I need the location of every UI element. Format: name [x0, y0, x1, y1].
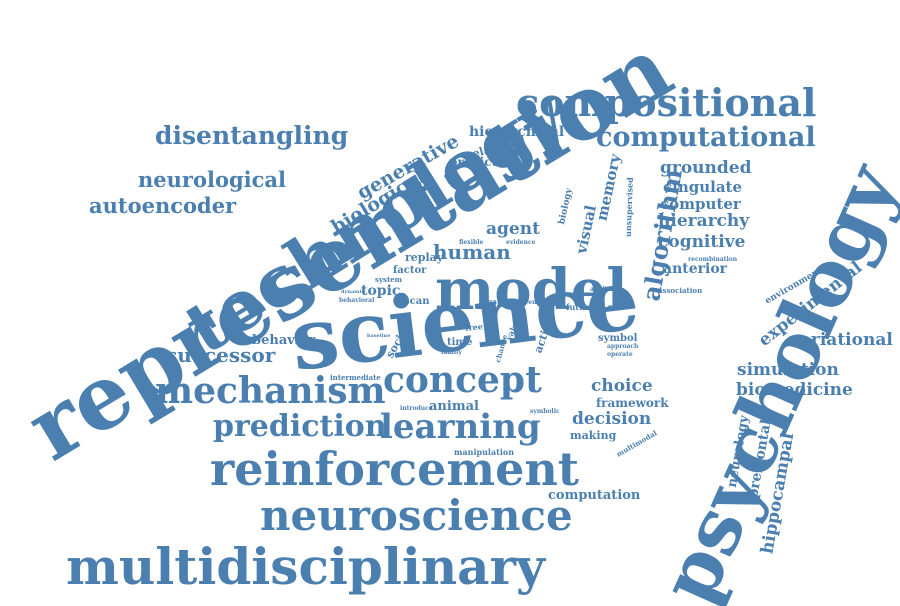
word-multidisciplinary: multidisciplinary [66, 537, 545, 596]
word-reinforcement: reinforcement [210, 442, 580, 496]
word-computation: computation [548, 488, 641, 503]
word-grounded: grounded [660, 158, 752, 178]
word-decision: decision [572, 409, 652, 429]
word-recombination: recombination [688, 256, 738, 263]
word-behavioral: behavioral [339, 297, 375, 304]
word-successor: successor [166, 343, 276, 367]
word-scan: scan [404, 296, 430, 307]
word-behavior: behavior [252, 333, 316, 348]
word-biology: biology [557, 187, 575, 226]
word-concept: concept [383, 359, 542, 401]
word-agent: agent [486, 219, 540, 239]
word-visual: visual [572, 203, 601, 256]
word-replay: replay [405, 251, 444, 264]
word-unsupervised: unsupervised [622, 176, 635, 238]
word-hierarchy: hierarchy [658, 211, 750, 231]
word-future: future [566, 302, 595, 312]
word-baseline: baseline [367, 333, 391, 339]
word-family: family [441, 349, 462, 356]
word-evidence: evidence [506, 239, 536, 246]
word-model: model [435, 257, 628, 323]
word-cingulate: cingulate [663, 178, 743, 196]
word-free: free [464, 321, 484, 333]
word-framework: framework [596, 396, 669, 410]
word-association: association [658, 286, 703, 295]
word-flexible: flexible [459, 239, 484, 246]
word-autoencoder: autoencoder [89, 193, 237, 218]
word-symbolic: symbolic [530, 408, 560, 415]
word-multimodal: multimodal [614, 428, 659, 459]
word-factor: factor [393, 265, 427, 276]
word-cognitive: cognitive [658, 232, 746, 252]
word-biomedicine: biomedicine [736, 380, 853, 400]
word-disentangling: disentangling [155, 121, 349, 150]
word-time: time [447, 337, 473, 348]
word-hierarchical: hierarchical [469, 124, 565, 140]
word-dynamic: dynamic [341, 289, 365, 295]
word-approach: approach [607, 343, 639, 350]
word-operate: operate [607, 351, 633, 358]
word-prediction: prediction [213, 409, 387, 444]
word-human: human [433, 240, 511, 264]
word-event: event [521, 299, 540, 306]
word-mechanism: mechanism [155, 370, 386, 412]
word-map: map [485, 297, 502, 306]
word-introduce: introduce [400, 405, 433, 412]
word-compositional: compositional [516, 80, 817, 125]
word-making: making [570, 429, 617, 442]
word-artificial: artificial [590, 286, 619, 293]
word-anterior: anterior [663, 261, 728, 277]
word-neurological: neurological [138, 167, 286, 192]
word-symbol: symbol [598, 333, 638, 344]
word-intermediate: intermediate [330, 373, 381, 382]
word-topic: topic [361, 283, 401, 299]
word-predictive: predictive [449, 155, 517, 169]
word-system: system [375, 275, 403, 284]
word-choice: choice [591, 376, 653, 396]
word-learning: learning [380, 407, 541, 447]
word-variational: variational [790, 330, 893, 350]
word-computational: computational [596, 122, 816, 153]
word-computer: computer [660, 195, 741, 213]
word-simulation: simulation [737, 360, 839, 380]
word-manipulation: manipulation [454, 447, 515, 457]
word-neuroscience: neuroscience [260, 491, 573, 540]
word-animal: animal [429, 399, 479, 414]
